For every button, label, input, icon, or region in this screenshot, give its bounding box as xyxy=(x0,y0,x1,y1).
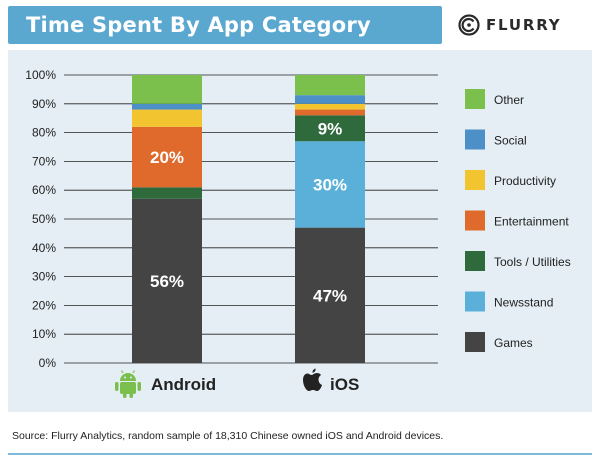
bar-ios-social xyxy=(295,95,365,104)
flurry-logo-icon xyxy=(458,14,480,36)
x-tick-android: Android xyxy=(151,375,216,394)
legend-swatch-games xyxy=(465,332,485,352)
legend-swatch-newsstand xyxy=(465,291,485,312)
chart-title: Time Spent By App Category xyxy=(26,13,371,37)
y-tick-label: 90% xyxy=(32,97,56,111)
data-label: 56% xyxy=(150,272,184,291)
data-label: 30% xyxy=(313,175,347,194)
bar-ios-entertainment xyxy=(295,109,365,116)
y-tick-label: 40% xyxy=(32,241,56,255)
bar-android-other xyxy=(132,75,202,104)
data-label: 9% xyxy=(318,119,343,138)
bar-ios-productivity xyxy=(295,103,365,110)
bar-android-tools-utilities xyxy=(132,187,202,199)
brand-logo: FLURRY xyxy=(442,6,592,44)
legend-swatch-productivity xyxy=(465,170,485,190)
data-label: 20% xyxy=(150,148,184,167)
divider xyxy=(8,453,592,455)
x-label-android: Android xyxy=(115,370,216,398)
chart-svg: 56% 20% 47% 30% 9% 0% 10% 20% 30% 40% 50% 60% 70% 80… xyxy=(25,68,571,398)
y-axis-ticks: 0% 10% 20% 30% 40% 50% 60% 70% 80% 90% 100% xyxy=(25,68,56,370)
apple-icon xyxy=(303,368,322,391)
y-tick-label: 10% xyxy=(32,327,56,341)
bar-ios-other xyxy=(295,75,365,96)
legend-swatch-tools-utilities xyxy=(465,251,485,271)
y-tick-label: 30% xyxy=(32,270,56,284)
y-tick-label: 60% xyxy=(32,183,56,197)
y-tick-label: 20% xyxy=(32,298,56,312)
bar-ios-games xyxy=(295,227,365,363)
y-tick-label: 70% xyxy=(32,154,56,168)
bars xyxy=(132,75,365,363)
y-tick-label: 80% xyxy=(32,126,56,140)
legend-swatch-entertainment xyxy=(465,210,485,231)
data-labels: 56% 20% 47% 30% 9% xyxy=(150,119,347,305)
x-tick-ios: iOS xyxy=(330,375,359,394)
legend-label-newsstand: Newsstand xyxy=(494,296,553,310)
bar-ios-newsstand xyxy=(295,141,365,228)
legend-label-entertainment: Entertainment xyxy=(494,215,569,229)
y-tick-label: 0% xyxy=(39,356,57,370)
android-icon xyxy=(115,370,141,398)
legend-label-games: Games xyxy=(494,336,533,350)
brand-name: FLURRY xyxy=(486,16,562,34)
bar-android-social xyxy=(132,103,202,110)
bar-android-games xyxy=(132,198,202,363)
y-tick-label: 50% xyxy=(32,212,56,226)
legend-swatch-other xyxy=(465,89,485,109)
data-label: 47% xyxy=(313,286,347,305)
y-tick-label: 100% xyxy=(25,68,56,82)
legend-label-tools-utilities: Tools / Utilities xyxy=(494,255,571,269)
source-note: Source: Flurry Analytics, random sample … xyxy=(12,430,444,442)
bar-android-entertainment xyxy=(132,126,202,188)
x-label-ios: iOS xyxy=(303,368,359,394)
legend-swatch-social xyxy=(465,129,485,150)
chart-panel: 56% 20% 47% 30% 9% 0% 10% 20% 30% 40% 50% 60% 70% 80… xyxy=(8,50,592,412)
grid-lines xyxy=(64,74,438,364)
bar-android-productivity xyxy=(132,109,202,127)
title-bar: Time Spent By App Category xyxy=(8,6,442,44)
legend-label-other: Other xyxy=(494,93,524,107)
legend-label-productivity: Productivity xyxy=(494,174,556,188)
legend: Other Social Productivity Entertainment Tool… xyxy=(465,89,571,352)
legend-label-social: Social xyxy=(494,134,527,148)
bar-ios-tools-utilities xyxy=(295,115,365,142)
